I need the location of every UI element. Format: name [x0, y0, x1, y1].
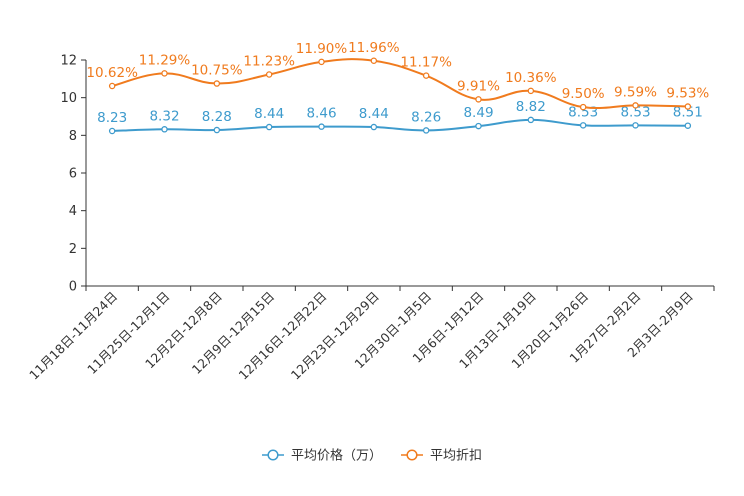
y-tick-label: 6 — [69, 167, 77, 182]
series-2-data-label: 10.36% — [505, 70, 557, 86]
series-1-point — [579, 122, 587, 129]
series-2-point — [213, 80, 221, 87]
series-line-1 — [112, 118, 688, 133]
series-line-2 — [111, 58, 688, 110]
series-1-data-label: 8.51 — [673, 105, 703, 121]
series-1-data-label: 8.32 — [149, 108, 179, 124]
x-tick-label: 12月16日-12月22日 — [235, 289, 329, 383]
series-2-point — [422, 72, 430, 79]
series-1-data-label: 8.82 — [516, 99, 546, 115]
legend-label: 平均折扣 — [430, 449, 482, 464]
series-2-data-label: 10.75% — [191, 63, 243, 79]
x-tick-label: 12月23日-12月29日 — [288, 289, 382, 383]
series-2-data-label: 9.50% — [562, 86, 605, 102]
series-2-point — [579, 103, 587, 111]
series-2-data-label: 11.96% — [348, 40, 400, 56]
series-1-data-label: 8.53 — [620, 104, 650, 120]
series-1-point — [422, 127, 430, 134]
y-tick-label: 12 — [60, 54, 77, 69]
x-tick-label: 11月18日-11月24日 — [26, 289, 120, 383]
series-2-point — [475, 96, 482, 103]
series-1-point — [527, 116, 535, 124]
legend-label: 平均价格（万） — [291, 448, 382, 464]
series-1-point — [265, 123, 273, 131]
legend-marker — [406, 449, 418, 461]
series-2-point — [108, 82, 116, 90]
series-1-point — [161, 126, 168, 133]
series-1-data-label: 8.46 — [306, 106, 336, 122]
series-2-point — [370, 57, 378, 65]
y-tick-label: 2 — [69, 242, 77, 257]
series-2-data-label: 11.90% — [296, 41, 348, 57]
series-2-data-label: 9.53% — [666, 86, 709, 102]
series-2-point — [161, 70, 168, 77]
series-1-point — [108, 127, 116, 135]
series-2-point — [632, 102, 639, 109]
series-2-point — [318, 58, 325, 66]
series-2-point — [527, 87, 535, 95]
y-tick-label: 0 — [69, 280, 77, 295]
series-2-point — [265, 71, 273, 78]
series-1-data-label: 8.49 — [463, 105, 493, 121]
series-2-data-label: 11.23% — [243, 54, 295, 70]
series-1-point — [684, 122, 692, 129]
series-1-data-label: 8.44 — [254, 106, 284, 122]
series-1-data-label: 8.28 — [202, 109, 232, 125]
y-tick-label: 10 — [60, 91, 77, 106]
series-1-point — [370, 123, 378, 131]
series-2-data-label: 10.62% — [86, 65, 138, 81]
series-1-point — [475, 122, 482, 130]
legend-marker — [267, 449, 279, 461]
series-2-data-label: 11.29% — [139, 52, 191, 68]
series-1-data-label: 8.23 — [97, 110, 127, 126]
y-tick-label: 8 — [69, 129, 77, 144]
series-2-data-label: 9.91% — [457, 78, 500, 94]
series-1-data-label: 8.26 — [411, 109, 441, 125]
series-1-point — [213, 126, 221, 134]
series-2-data-label: 9.59% — [614, 84, 657, 100]
series-1-data-label: 8.44 — [359, 106, 389, 122]
y-tick-label: 4 — [69, 204, 77, 219]
series-1-point — [632, 122, 639, 129]
series-2-point — [684, 103, 692, 110]
series-1-point — [318, 123, 325, 130]
series-2-data-label: 11.17% — [400, 55, 452, 71]
